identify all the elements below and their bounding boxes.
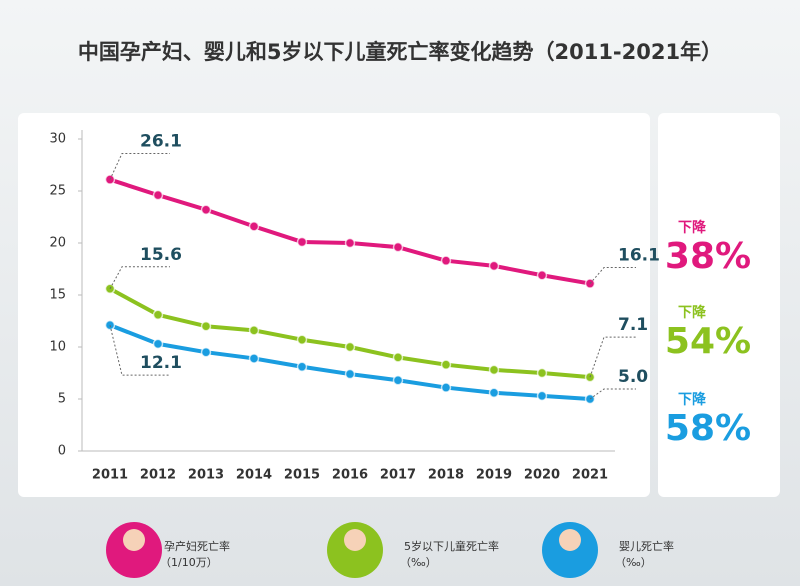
point: [488, 260, 500, 272]
point: [152, 309, 164, 321]
y-tick-label: 5: [58, 392, 66, 407]
annotation-label: 下降: [678, 304, 707, 321]
plot-panel: [18, 113, 650, 497]
annotation-value: 38%: [665, 236, 751, 277]
x-tick-label: 2021: [572, 468, 608, 483]
legend-icon-face: [559, 529, 581, 551]
annotation-value: 54%: [665, 321, 751, 362]
label-leader: [589, 388, 636, 400]
point: [296, 334, 308, 345]
point: [248, 353, 260, 364]
annotation-label: 下降: [678, 391, 707, 408]
x-tick-label: 2019: [476, 468, 512, 483]
point: [248, 221, 260, 232]
legend-unit: （‰）: [615, 556, 652, 569]
x-tick-label: 2012: [140, 468, 176, 483]
data-label: 12.1: [140, 353, 182, 373]
point: [392, 241, 404, 253]
chart-title: 中国孕产妇、婴儿和5岁以下儿童死亡率变化趋势（2011-2021年）: [78, 40, 722, 64]
y-tick-label: 30: [49, 132, 66, 147]
legend-unit: （‰）: [400, 556, 437, 569]
x-tick-label: 2016: [332, 468, 368, 483]
side-panel: [658, 113, 780, 497]
legend-unit: （1/10万）: [160, 556, 218, 569]
data-label: 16.1: [618, 246, 660, 266]
label-leader: [109, 325, 170, 376]
data-label: 15.6: [140, 245, 182, 265]
point: [152, 189, 164, 201]
y-tick-label: 10: [49, 340, 66, 355]
data-label: 26.1: [140, 132, 182, 152]
data-label: 7.1: [618, 315, 648, 335]
point: [536, 390, 548, 402]
y-tick-label: 25: [49, 184, 66, 199]
y-tick-label: 0: [58, 444, 66, 459]
x-tick-label: 2018: [428, 468, 464, 483]
point: [488, 364, 500, 376]
point: [296, 361, 308, 373]
x-tick-label: 2015: [284, 468, 320, 483]
point: [200, 346, 212, 358]
point: [296, 236, 308, 248]
point: [536, 269, 548, 281]
point: [392, 352, 404, 363]
point: [344, 341, 356, 353]
x-tick-label: 2020: [524, 468, 560, 483]
y-tick-label: 20: [49, 236, 66, 251]
point: [488, 387, 500, 399]
annotation-label: 下降: [678, 219, 707, 236]
legend-label: 婴儿死亡率: [619, 539, 674, 553]
point: [200, 204, 212, 215]
point: [536, 367, 548, 379]
point: [344, 368, 356, 380]
legend-icon-face: [123, 529, 145, 551]
legend-label: 5岁以下儿童死亡率: [404, 539, 499, 553]
label-leader: [109, 266, 170, 289]
point: [392, 375, 404, 386]
point: [440, 255, 452, 266]
point: [200, 320, 212, 332]
point: [440, 359, 452, 370]
legend-label: 孕产妇死亡率: [164, 539, 230, 553]
x-tick-label: 2013: [188, 468, 224, 483]
label-leader: [109, 153, 170, 180]
x-tick-label: 2017: [380, 468, 416, 483]
label-leader: [589, 267, 636, 284]
legend-icon-face: [344, 529, 366, 551]
x-tick-label: 2011: [92, 468, 128, 483]
y-tick-label: 15: [49, 288, 66, 303]
data-label: 5.0: [618, 367, 648, 387]
annotation-value: 58%: [665, 408, 751, 449]
point: [152, 338, 164, 350]
point: [248, 325, 260, 336]
x-tick-label: 2014: [236, 468, 272, 483]
point: [344, 237, 356, 249]
point: [440, 382, 452, 393]
